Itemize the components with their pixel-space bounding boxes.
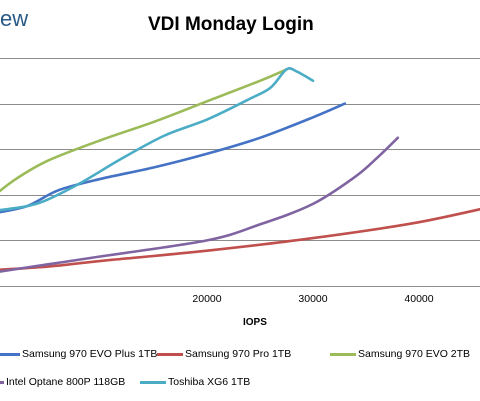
legend-swatch [0, 352, 20, 356]
x-axis-label: IOPS [243, 317, 267, 328]
legend-label: Samsung 970 EVO 2TB [358, 348, 471, 360]
legend-label: Toshiba XG6 1TB [168, 376, 251, 388]
legend-label: Samsung 970 Pro 1TB [185, 348, 292, 360]
legend-swatch [140, 380, 166, 384]
legend-item-970-pro: Samsung 970 Pro 1TB [157, 348, 291, 360]
brand-logo-text: ew [0, 6, 29, 31]
series-line-2 [0, 68, 288, 193]
x-tick-label: 30000 [298, 293, 327, 305]
legend-swatch [0, 380, 4, 384]
legend-item-optane: Intel Optane 800P 118GB [0, 376, 125, 388]
legend-label: Samsung 970 EVO Plus 1TB [22, 348, 158, 360]
series-line-0 [0, 102, 347, 214]
legend-swatch [330, 352, 356, 356]
legend-label: Intel Optane 800P 118GB [6, 376, 126, 388]
series-line-1 [0, 207, 480, 272]
legend-item-970-evo-plus: Samsung 970 EVO Plus 1TB [0, 348, 157, 360]
gridlines [0, 58, 480, 287]
legend-item-970-evo: Samsung 970 EVO 2TB [330, 348, 470, 360]
series-line-4 [0, 67, 315, 212]
x-tick-label: 20000 [192, 293, 221, 305]
line-chart: 020000300004000050000 [0, 58, 480, 305]
series-lines [0, 67, 480, 273]
x-tick-labels: 020000300004000050000 [192, 293, 433, 305]
chart-title: VDI Monday Login [148, 14, 314, 35]
legend: Samsung 970 EVO Plus 1TB Samsung 970 Pro… [0, 348, 480, 398]
legend-swatch [157, 352, 183, 356]
x-tick-label: 40000 [404, 293, 433, 305]
series-line-3 [0, 136, 400, 273]
legend-item-toshiba: Toshiba XG6 1TB [140, 376, 250, 388]
